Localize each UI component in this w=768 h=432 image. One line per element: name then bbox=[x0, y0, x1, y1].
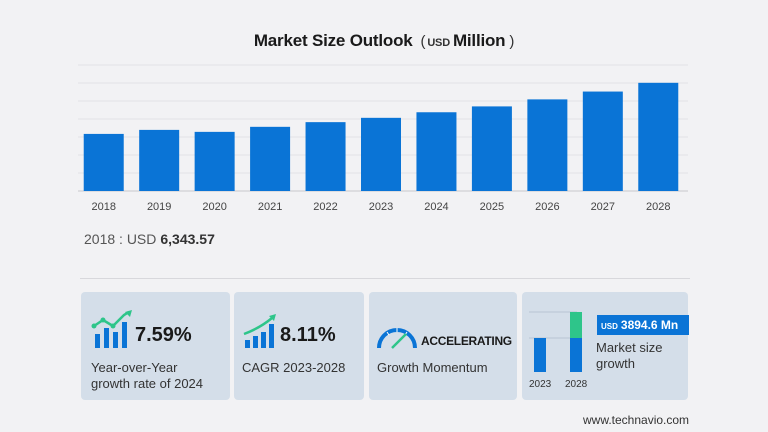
x-tick-label: 2022 bbox=[313, 201, 337, 213]
bar-2021 bbox=[250, 126, 291, 191]
momentum-value: ACCELERATING bbox=[421, 334, 512, 348]
x-tick-label: 2021 bbox=[258, 201, 282, 213]
year-end-label: 2028 bbox=[565, 379, 588, 390]
year-start-label: 2023 bbox=[529, 379, 552, 390]
yoy-value: 7.59% bbox=[135, 324, 192, 346]
yoy-label-line2: growth rate of 2024 bbox=[91, 376, 204, 391]
yoy-card: 7.59% Year-over-Year growth rate of 2024 bbox=[81, 292, 230, 400]
bar-2020 bbox=[194, 131, 235, 191]
x-tick-label: 2018 bbox=[91, 201, 115, 213]
title-main: Market Size Outlook bbox=[253, 31, 413, 50]
momentum-card: ACCELERATING Growth Momentum bbox=[369, 292, 517, 400]
yoy-label: Year-over-Year growth rate of 2024 bbox=[91, 360, 203, 392]
x-axis-labels: 2018 2019 2020 2021 2022 2023 2024 2025 2026 2027… bbox=[91, 201, 670, 213]
bar-2023 bbox=[534, 338, 546, 372]
x-tick-label: 2020 bbox=[202, 201, 226, 213]
speedometer-icon bbox=[377, 328, 417, 349]
yoy-label-line1: Year-over-Year bbox=[91, 360, 178, 375]
bar-2024 bbox=[416, 112, 457, 191]
bar-2028 bbox=[638, 82, 679, 191]
x-tick-label: 2025 bbox=[480, 201, 504, 213]
source-footer: www.technavio.com bbox=[583, 413, 690, 427]
bar-2026 bbox=[527, 99, 568, 191]
bar-2028-base bbox=[570, 338, 582, 372]
x-tick-label: 2024 bbox=[424, 201, 448, 213]
growth-value-badge: USD 3894.6 Mn bbox=[597, 315, 689, 335]
bar-2027 bbox=[582, 91, 623, 191]
badge-value: 3894.6 Mn bbox=[620, 318, 679, 332]
trend-up-icon bbox=[243, 314, 276, 348]
base-year-label: 2018 : USD bbox=[84, 231, 157, 247]
x-tick-label: 2019 bbox=[147, 201, 171, 213]
cagr-card: 8.11% CAGR 2023-2028 bbox=[234, 292, 364, 400]
badge-unit: USD bbox=[601, 322, 618, 331]
bar-2019 bbox=[139, 129, 180, 191]
bar-growth-icon bbox=[91, 310, 132, 348]
x-tick-label: 2027 bbox=[591, 201, 615, 213]
growth-mini-chart bbox=[529, 311, 582, 372]
x-tick-label: 2023 bbox=[369, 201, 393, 213]
cagr-value: 8.11% bbox=[280, 324, 336, 346]
bar-chart: 2018 2019 2020 2021 2022 2023 2024 2025 2026 2027… bbox=[78, 64, 688, 213]
bars bbox=[83, 82, 679, 191]
cagr-label: CAGR 2023-2028 bbox=[242, 360, 346, 375]
base-year-value: 2018 : USD 6,343.57 bbox=[84, 231, 215, 247]
bar-2028-increment bbox=[570, 312, 582, 338]
bar-2025 bbox=[471, 106, 512, 191]
title-paren-close: ) bbox=[509, 33, 515, 50]
bar-2022 bbox=[305, 122, 346, 191]
growth-label: Market size growth bbox=[596, 340, 662, 372]
divider bbox=[80, 278, 690, 279]
growth-label-line2: growth bbox=[596, 356, 636, 371]
title-unit-small: USD bbox=[427, 37, 450, 49]
momentum-label: Growth Momentum bbox=[377, 360, 488, 375]
bar-2023 bbox=[361, 117, 401, 191]
title-unit: Million bbox=[452, 31, 506, 50]
base-year-amount: 6,343.57 bbox=[160, 231, 215, 247]
chart-title: Market Size Outlook (USD Million) bbox=[0, 31, 768, 51]
bar-2018 bbox=[83, 133, 124, 191]
growth-label-line1: Market size bbox=[596, 340, 663, 355]
x-tick-label: 2028 bbox=[646, 201, 670, 213]
growth-card: 2023 2028 USD 3894.6 Mn Market size growt… bbox=[522, 292, 689, 400]
x-tick-label: 2026 bbox=[535, 201, 559, 213]
title-paren-open: ( bbox=[420, 33, 426, 50]
